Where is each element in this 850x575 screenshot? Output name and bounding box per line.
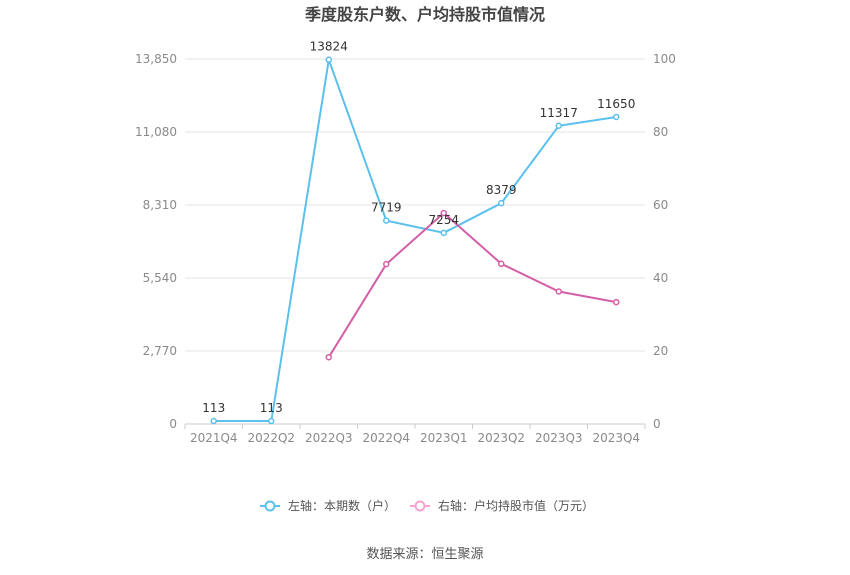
x-axis-tick-label: 2023Q2 bbox=[477, 431, 525, 445]
legend-label: 左轴：本期数（户） bbox=[288, 498, 396, 513]
data-point-right[interactable] bbox=[555, 288, 562, 295]
left-axis-tick-label: 0 bbox=[169, 417, 177, 431]
data-point-right[interactable] bbox=[440, 209, 447, 217]
data-source: 数据来源：恒生聚源 bbox=[366, 547, 483, 562]
axes: 0 2,770 5,540 8,310 11,080 13,850 0 20 40 60 80 100… bbox=[135, 52, 676, 445]
data-point-left[interactable] bbox=[498, 199, 505, 207]
right-axis-tick-label: 40 bbox=[653, 271, 668, 285]
legend-item-households[interactable]: 左轴：本期数（户） bbox=[260, 498, 396, 513]
legend[interactable]: 左轴：本期数（户） 右轴：户均持股市值（万元） bbox=[260, 498, 594, 513]
data-point-left[interactable] bbox=[440, 229, 447, 237]
data-label: 11317 bbox=[540, 106, 578, 120]
data-label: 13824 bbox=[310, 40, 348, 54]
left-axis-tick-label: 13,850 bbox=[135, 52, 177, 66]
x-axis-tick-label: 2023Q4 bbox=[592, 431, 640, 445]
right-axis-tick-label: 20 bbox=[653, 344, 668, 358]
data-label: 8379 bbox=[486, 183, 517, 197]
data-labels: 113 113 13824 7719 7254 8379 11317 11650 bbox=[202, 40, 635, 415]
left-axis-tick-label: 8,310 bbox=[143, 198, 177, 212]
x-axis-tick-label: 2022Q3 bbox=[305, 431, 353, 445]
legend-item-avg-market-value[interactable]: 右轴：户均持股市值（万元） bbox=[410, 498, 594, 513]
right-axis-tick-label: 60 bbox=[653, 198, 668, 212]
series-line-left bbox=[213, 59, 617, 422]
data-point-right[interactable] bbox=[325, 353, 332, 361]
legend-swatch-marker bbox=[264, 500, 276, 512]
left-axis-tick-label: 2,770 bbox=[143, 344, 177, 358]
right-axis-tick-label: 0 bbox=[653, 417, 661, 431]
legend-swatch-marker bbox=[414, 500, 426, 512]
data-label: 7719 bbox=[371, 201, 402, 215]
data-label: 7254 bbox=[428, 213, 459, 227]
data-point-left[interactable] bbox=[210, 417, 217, 425]
right-axis-tick-label: 80 bbox=[653, 125, 668, 139]
x-axis-tick-label: 2023Q3 bbox=[535, 431, 583, 445]
data-label: 113 bbox=[202, 401, 225, 415]
data-point-right[interactable] bbox=[498, 260, 505, 268]
data-point-left[interactable] bbox=[325, 56, 332, 63]
data-point-left[interactable] bbox=[268, 417, 275, 425]
chart-title: 季度股东户数、户均持股市值情况 bbox=[304, 5, 545, 24]
data-point-right[interactable] bbox=[383, 260, 390, 268]
x-axis-tick-label: 2022Q4 bbox=[362, 431, 410, 445]
series-layer bbox=[210, 56, 620, 425]
legend-label: 右轴：户均持股市值（万元） bbox=[438, 498, 594, 513]
data-point-left[interactable] bbox=[383, 217, 390, 224]
right-axis-tick-label: 100 bbox=[653, 52, 676, 66]
data-point-left[interactable] bbox=[613, 113, 620, 121]
x-axis-tick-label: 2022Q2 bbox=[247, 431, 295, 445]
x-axis-tick-label: 2023Q1 bbox=[420, 431, 468, 445]
data-label: 11650 bbox=[597, 97, 635, 111]
data-label: 113 bbox=[260, 401, 283, 415]
x-axis-tick-label: 2021Q4 bbox=[190, 431, 238, 445]
left-axis-tick-label: 5,540 bbox=[143, 271, 177, 285]
series-line-right bbox=[327, 211, 617, 358]
data-point-right[interactable] bbox=[613, 298, 620, 306]
left-axis-tick-label: 11,080 bbox=[135, 125, 177, 139]
grid-lines bbox=[185, 58, 645, 352]
data-point-left[interactable] bbox=[555, 122, 562, 130]
